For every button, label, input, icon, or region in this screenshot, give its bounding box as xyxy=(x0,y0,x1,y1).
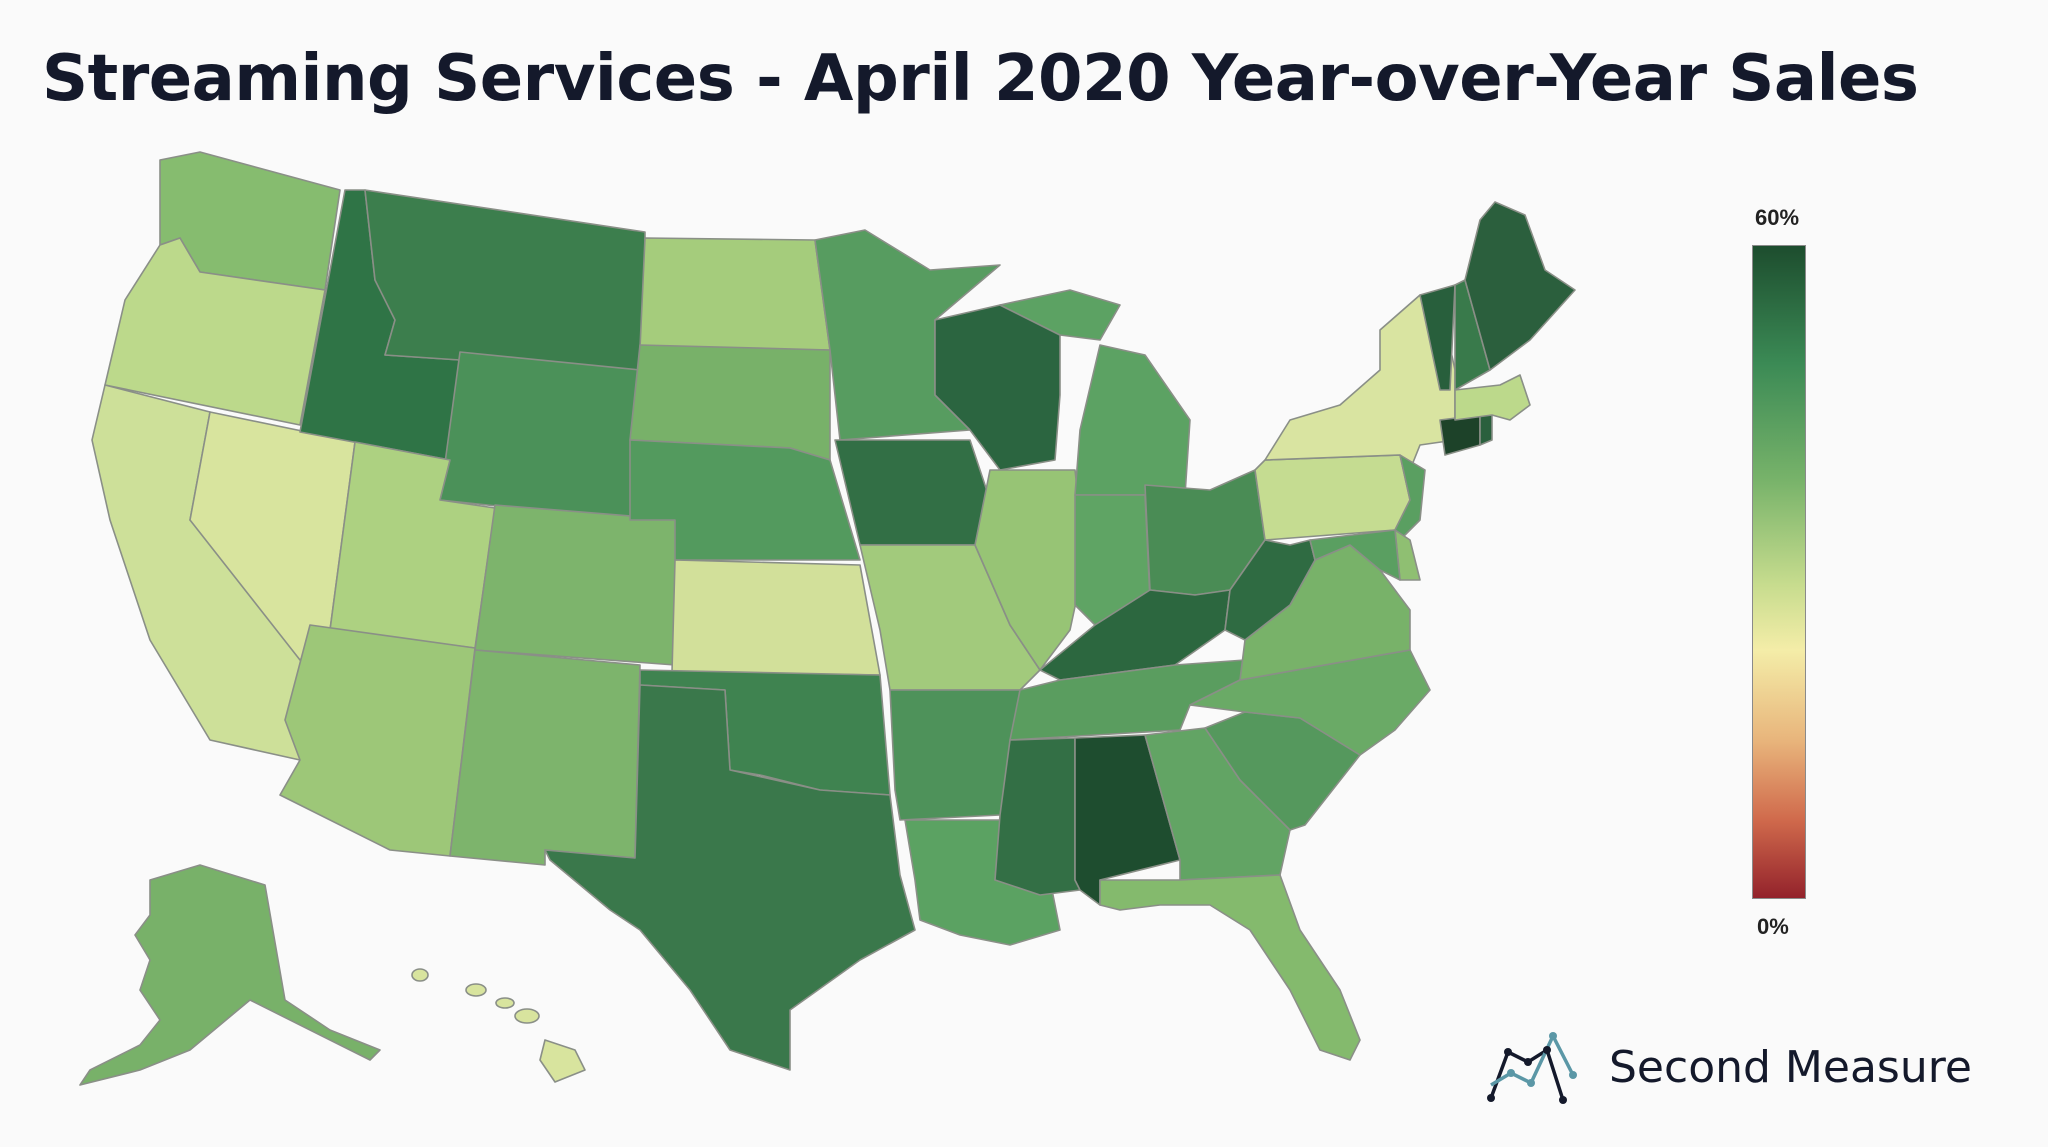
state-NE[interactable] xyxy=(629,439,861,561)
state-PA[interactable] xyxy=(1254,454,1411,541)
state-RI[interactable] xyxy=(1479,414,1493,446)
state-TX[interactable] xyxy=(544,684,916,1071)
state-FL[interactable] xyxy=(1099,874,1361,1061)
state-ND[interactable] xyxy=(639,237,831,351)
state-AZ[interactable] xyxy=(279,624,476,857)
state-OR[interactable] xyxy=(104,237,326,426)
state-KS[interactable] xyxy=(671,559,881,676)
state-VT[interactable] xyxy=(1419,284,1456,391)
state-AK[interactable] xyxy=(79,864,381,1086)
state-ME[interactable] xyxy=(1464,201,1576,371)
state-CO[interactable] xyxy=(474,504,681,666)
page-title: Streaming Services - April 2020 Year-ove… xyxy=(42,42,1919,116)
state-MD[interactable] xyxy=(1309,529,1401,581)
state-IA[interactable] xyxy=(834,439,991,546)
state-NM[interactable] xyxy=(449,649,641,866)
brand-name: Second Measure xyxy=(1609,1042,1972,1093)
legend-min-label: 0% xyxy=(1757,914,1789,939)
brand-logo: Second Measure xyxy=(1483,1030,1972,1105)
state-MS[interactable] xyxy=(994,737,1081,896)
legend-color-scale xyxy=(1752,245,1806,899)
state-MA[interactable] xyxy=(1454,374,1531,421)
line-chart-logo-icon xyxy=(1487,1032,1577,1104)
state-WY[interactable] xyxy=(439,351,641,521)
legend-max-label: 60% xyxy=(1755,205,1800,230)
state-HI[interactable] xyxy=(411,968,586,1083)
state-AR[interactable] xyxy=(889,689,1021,821)
state-CT[interactable] xyxy=(1439,414,1481,456)
